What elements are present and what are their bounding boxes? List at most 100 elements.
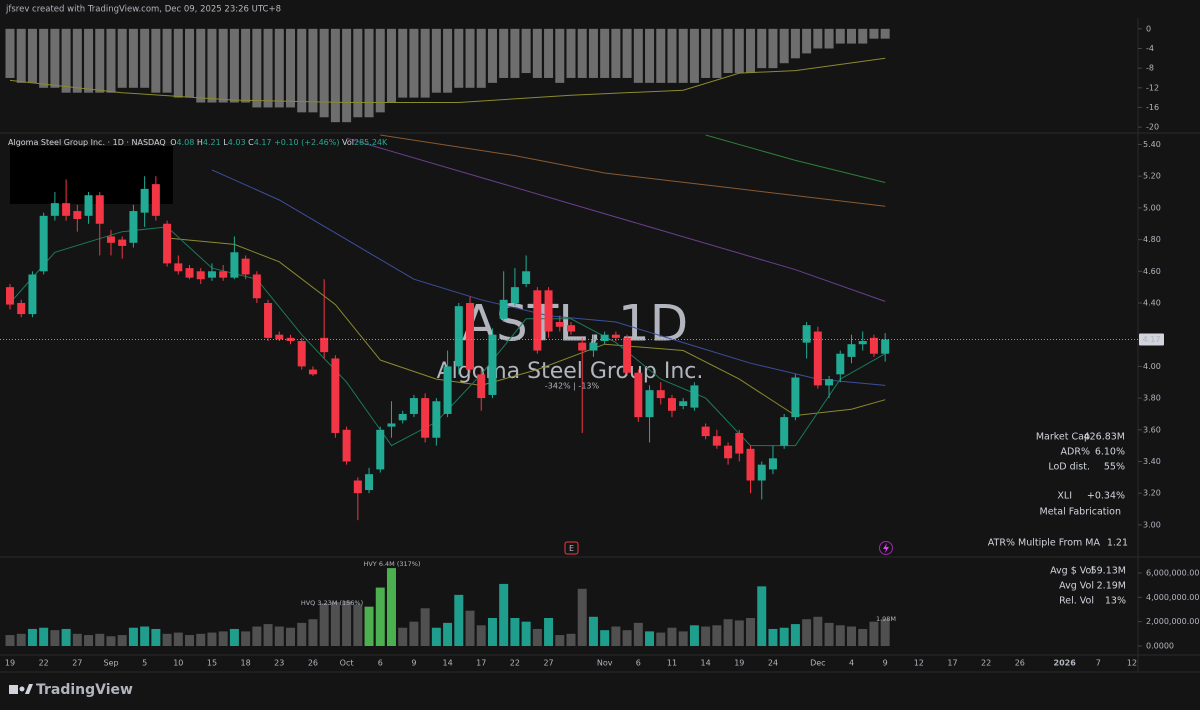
x-tick-label: 12 bbox=[1127, 659, 1137, 668]
bar bbox=[117, 28, 127, 88]
bar bbox=[409, 621, 419, 646]
bar bbox=[802, 619, 812, 646]
bar bbox=[487, 28, 497, 83]
candle-body bbox=[454, 306, 463, 367]
bar bbox=[162, 28, 172, 93]
bar bbox=[16, 28, 26, 83]
candle-body bbox=[118, 239, 127, 246]
bar bbox=[140, 626, 150, 646]
candle-body bbox=[432, 401, 441, 438]
bar bbox=[588, 28, 598, 78]
info-value: 59.13M bbox=[1091, 566, 1126, 577]
moving-average bbox=[705, 134, 886, 183]
bar bbox=[319, 603, 329, 646]
candle-body bbox=[589, 342, 598, 351]
info-label: Avg Vol bbox=[1059, 581, 1094, 592]
bar bbox=[274, 28, 284, 108]
bar bbox=[779, 28, 789, 64]
y-tick-label: 6,000,000.00 bbox=[1146, 568, 1199, 577]
candle-body bbox=[735, 432, 744, 454]
info-value: 13% bbox=[1105, 596, 1126, 607]
x-tick-label: 18 bbox=[241, 659, 251, 668]
bar bbox=[263, 624, 273, 646]
bar bbox=[106, 28, 116, 93]
legend: Algoma Steel Group Inc. · 1D · NASDAQ O4… bbox=[8, 138, 388, 147]
info-value: 2.19M bbox=[1097, 581, 1126, 592]
x-tick-label: 2026 bbox=[1054, 659, 1077, 668]
candle-body bbox=[712, 436, 721, 446]
bar bbox=[689, 28, 699, 83]
bar bbox=[364, 606, 374, 646]
candle-body bbox=[106, 236, 115, 243]
bar bbox=[532, 628, 542, 646]
bar bbox=[443, 28, 453, 93]
candle-body bbox=[398, 413, 407, 421]
bar bbox=[768, 628, 778, 646]
bar bbox=[768, 28, 778, 69]
info-value: +0.34% bbox=[1087, 491, 1125, 502]
candle-body bbox=[6, 287, 14, 305]
candle-body bbox=[185, 268, 194, 278]
candle-body bbox=[264, 303, 273, 338]
candle-body bbox=[331, 358, 340, 433]
candle-body bbox=[230, 252, 239, 278]
bar bbox=[454, 594, 464, 646]
candle-body bbox=[50, 203, 59, 216]
volume-annotation: HVY 6.4M (317%) bbox=[363, 560, 420, 568]
bar bbox=[61, 628, 71, 646]
bar bbox=[72, 28, 82, 93]
bar bbox=[757, 586, 767, 646]
info-label: XLI bbox=[1057, 491, 1072, 502]
bar bbox=[779, 627, 789, 646]
candle-body bbox=[320, 337, 329, 353]
bar bbox=[375, 28, 385, 113]
bar bbox=[308, 619, 318, 646]
y-tick-label: 5.00 bbox=[1143, 203, 1161, 212]
candle-body bbox=[533, 290, 542, 351]
candle-body bbox=[308, 369, 317, 375]
legend-value: 4.21 bbox=[203, 138, 221, 147]
x-tick-label: 26 bbox=[308, 659, 318, 668]
bar bbox=[847, 28, 856, 44]
bar bbox=[510, 28, 520, 78]
bar bbox=[151, 28, 161, 93]
bar bbox=[734, 620, 744, 646]
bar bbox=[173, 28, 183, 98]
volume-annotation: HVQ 3.23M (156%) bbox=[301, 599, 363, 607]
candle-body bbox=[151, 184, 160, 216]
bar bbox=[342, 600, 352, 646]
bar bbox=[218, 631, 228, 646]
legend-label: Vol bbox=[342, 138, 354, 147]
bar bbox=[443, 622, 453, 646]
y-tick-label: 4.00 bbox=[1143, 362, 1161, 371]
bar bbox=[880, 28, 890, 39]
bar bbox=[499, 583, 509, 646]
event-marker[interactable] bbox=[879, 541, 893, 555]
candle-body bbox=[297, 341, 306, 367]
earnings-marker[interactable] bbox=[564, 541, 579, 555]
header: jfsrev created with TradingView.com, Dec… bbox=[5, 5, 281, 15]
bar bbox=[162, 633, 172, 646]
x-tick-label: 22 bbox=[981, 659, 991, 668]
y-tick-label: -4 bbox=[1146, 44, 1154, 53]
legend-label: L bbox=[223, 138, 228, 147]
x-tick-label: 11 bbox=[667, 659, 677, 668]
candle-body bbox=[207, 271, 216, 278]
x-tick-label: 7 bbox=[1096, 659, 1101, 668]
bar bbox=[869, 621, 879, 646]
bar bbox=[633, 28, 643, 83]
candle-body bbox=[174, 263, 183, 272]
bar bbox=[510, 618, 520, 646]
legend-symbol: Algoma Steel Group Inc. · 1D · NASDAQ bbox=[8, 138, 166, 147]
candle-body bbox=[286, 337, 295, 342]
bar bbox=[375, 587, 385, 646]
x-tick-label: Sep bbox=[103, 659, 118, 668]
x-tick-label: 27 bbox=[543, 659, 553, 668]
bar bbox=[39, 627, 49, 646]
bar bbox=[880, 619, 890, 646]
candle-body bbox=[858, 341, 867, 345]
bar bbox=[611, 626, 621, 646]
bar bbox=[297, 622, 307, 646]
bar bbox=[420, 608, 430, 646]
